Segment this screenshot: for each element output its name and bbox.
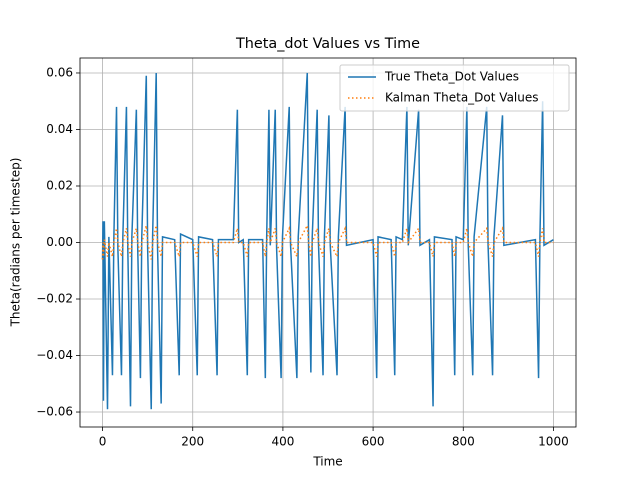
plot-frame	[79, 57, 577, 428]
legend-label: Kalman Theta_Dot Values	[385, 91, 539, 105]
y-tick-label: −0.04	[36, 348, 73, 362]
y-tick-label: 0.02	[46, 178, 73, 192]
legend-box	[339, 64, 570, 112]
x-tick-label: 1000	[538, 435, 569, 449]
y-tick-label: −0.02	[36, 292, 73, 306]
x-axis-label: Time	[312, 455, 342, 469]
legend-label: True Theta_Dot Values	[384, 70, 519, 84]
x-tick-label: 0	[99, 435, 107, 449]
x-tick-label: 600	[362, 435, 385, 449]
x-tick-label: 400	[271, 435, 294, 449]
y-tick-label: 0.00	[46, 235, 73, 249]
x-tick-label: 200	[181, 435, 204, 449]
y-axis-label: Theta(radians per timestep)	[9, 158, 23, 328]
data-line	[101, 222, 554, 260]
y-tick-label: 0.06	[46, 65, 73, 79]
data-line	[101, 72, 554, 410]
y-tick-label: 0.04	[46, 122, 73, 136]
chart-title: Theta_dot Values vs Time	[235, 36, 420, 52]
x-tick-label: 800	[452, 435, 475, 449]
y-tick-label: −0.06	[36, 405, 73, 419]
